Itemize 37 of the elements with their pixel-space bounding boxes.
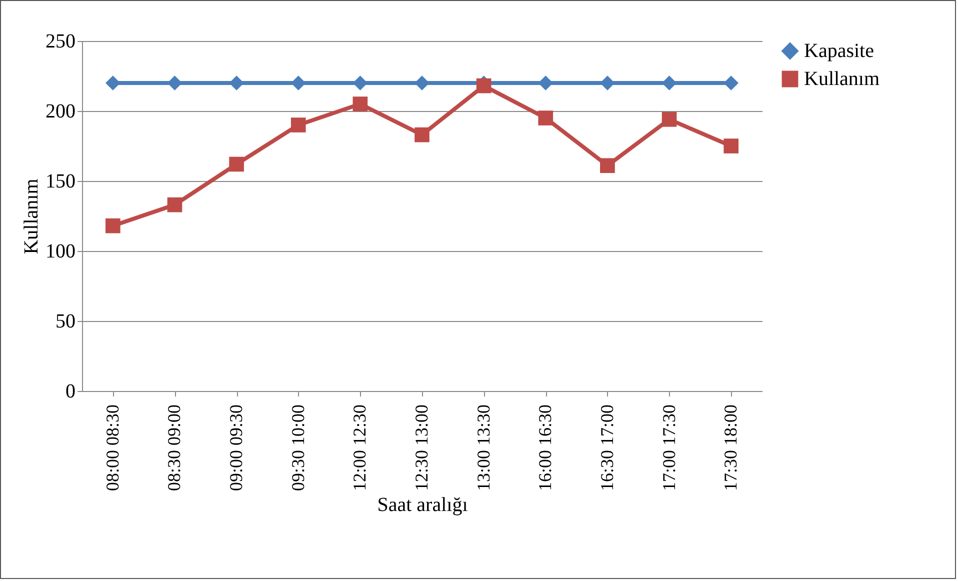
point: [600, 76, 615, 90]
x-tick-label: 13:00 13:30: [473, 404, 494, 492]
point: [538, 110, 554, 126]
point: [662, 112, 677, 127]
point: [414, 76, 430, 90]
x-tick-label: 17:00 17:30: [658, 404, 679, 492]
x-tick-label: 09:00 09:30: [226, 404, 246, 492]
point: [352, 96, 368, 112]
y-tick-label: 150: [46, 170, 76, 192]
point: [105, 218, 120, 234]
y-tick-label: 50: [56, 310, 76, 332]
point: [476, 78, 492, 94]
y-axis-title: Kullanım: [20, 178, 42, 254]
x-tick-label: 12:30 13:00: [412, 404, 432, 492]
point: [290, 118, 306, 132]
legend-label: Kapasite: [804, 40, 874, 62]
point: [600, 158, 615, 174]
legend-label: Kullanım: [804, 68, 880, 90]
x-tick-label: 17:30 18:00: [720, 404, 741, 492]
x-tick-label: 12:00 12:30: [350, 404, 370, 492]
y-tick-label: 100: [46, 240, 76, 262]
point: [724, 138, 739, 154]
y-tick-label: 250: [46, 30, 76, 52]
y-tick-label: 0: [66, 380, 76, 402]
x-tick-label: 16:30 17:00: [596, 404, 617, 492]
x-tick-label: 08:30 09:00: [164, 404, 184, 492]
point: [724, 76, 739, 90]
point: [167, 197, 182, 212]
x-axis-title: Saat aralığı: [377, 494, 468, 516]
point: [105, 76, 120, 90]
x-tick-label: 09:30 10:00: [288, 404, 308, 492]
point: [229, 156, 244, 172]
y-tick-label: 200: [46, 100, 76, 122]
x-tick-label: 16:00 16:30: [535, 404, 556, 492]
point: [414, 127, 430, 142]
x-tick-label: 08:00 08:30: [102, 404, 122, 492]
point: [229, 76, 244, 90]
